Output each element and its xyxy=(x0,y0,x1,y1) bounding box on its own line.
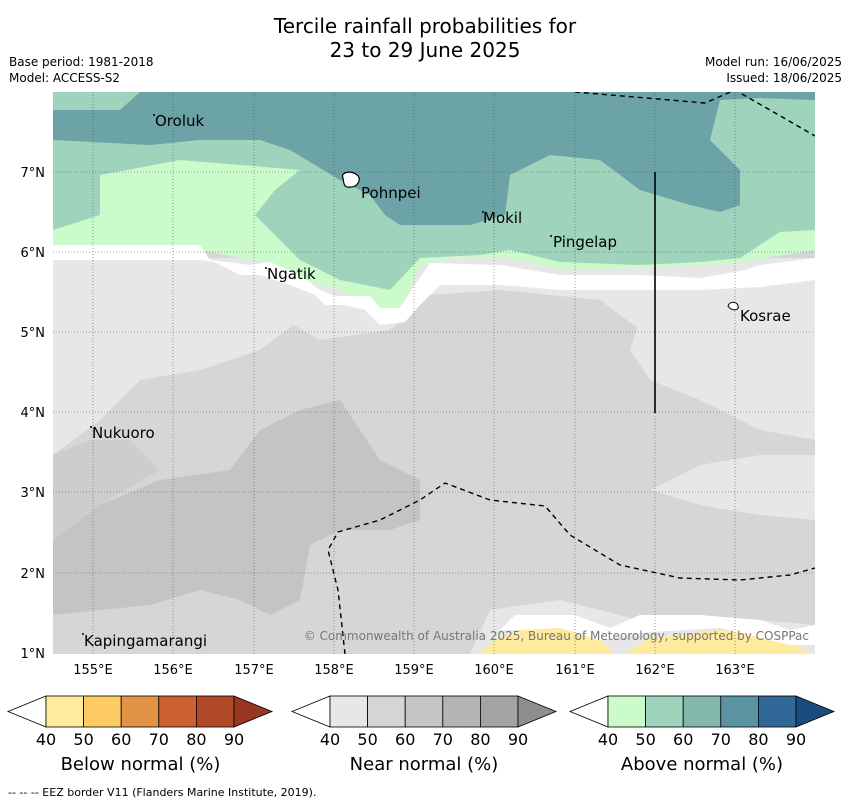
colorbar-below-tick: 70 xyxy=(149,730,169,749)
colorbar-below-segment xyxy=(120,695,160,728)
near-normal-40-west xyxy=(53,260,330,455)
chart-title-line1: Tercile rainfall probabilities for xyxy=(273,14,577,38)
lat-label-2n: 2°N xyxy=(21,567,46,582)
place-label-pingelap: Pingelap xyxy=(553,233,617,251)
mokil-marker xyxy=(482,211,484,213)
near-normal-40-patch xyxy=(650,455,815,520)
nukuoro-marker xyxy=(90,426,92,428)
colorbar-near-tick: 70 xyxy=(433,730,453,749)
no-dominant-tercile-band xyxy=(53,245,815,325)
colorbar-below-segment xyxy=(195,695,235,728)
kosrae-island xyxy=(727,301,739,311)
no-dominant-tercile-south xyxy=(500,615,815,645)
colorbar-title-above: Above normal (%) xyxy=(620,754,784,775)
colorbar-below-high-extend xyxy=(233,695,274,728)
colorbar-group: 40 50 60 70 80 90 40 50 60 70 80 90 40 50 60 70 80 90 xyxy=(6,695,836,749)
map-area xyxy=(53,92,815,654)
place-label-ngatik: Ngatik xyxy=(267,265,316,283)
colorbar-above-segment xyxy=(682,695,722,728)
colorbar-above-high-extend xyxy=(795,695,836,728)
place-label-mokil: Mokil xyxy=(483,209,522,227)
near-normal-40-east xyxy=(630,285,815,440)
colorbar-above-segment xyxy=(720,695,759,728)
colorbar-below-segment xyxy=(158,695,197,728)
colorbar-title-below: Below normal (%) xyxy=(60,754,221,775)
colorbar-near-segment xyxy=(367,695,406,728)
colorbar-near-tick: 60 xyxy=(395,730,415,749)
pingelap-marker xyxy=(550,235,552,237)
lon-label-162e: 162°E xyxy=(635,663,675,678)
lon-label-161e: 161°E xyxy=(555,663,595,678)
colorbar-near-high-extend xyxy=(517,695,558,728)
lon-label-156e: 156°E xyxy=(153,663,193,678)
colorbar-near-segment xyxy=(442,695,481,728)
below-normal-patch-1 xyxy=(480,628,615,654)
lon-label-158e: 158°E xyxy=(314,663,354,678)
lon-label-155e: 155°E xyxy=(73,663,113,678)
lon-label-160e: 160°E xyxy=(474,663,514,678)
near-normal-50-west xyxy=(53,440,160,540)
base-period: Base period: 1981-2018 xyxy=(9,55,154,69)
lat-label-6n: 6°N xyxy=(21,246,46,261)
colorbar-above-tick: 80 xyxy=(748,730,768,749)
colorbar-near-segment xyxy=(329,695,368,728)
place-label-pohnpei: Pohnpei xyxy=(361,184,421,202)
colorbar-near-low-extend xyxy=(290,695,331,728)
colorbar-above-tick: 50 xyxy=(635,730,655,749)
colorbar-above-segment xyxy=(758,695,797,728)
place-label-kapingamarangi: Kapingamarangi xyxy=(84,632,207,650)
colorbar-below-tick: 40 xyxy=(36,730,56,749)
colorbar-below-tick: 90 xyxy=(224,730,244,749)
kapingamarangi-marker xyxy=(82,633,84,635)
colorbar-near-tick: 40 xyxy=(320,730,340,749)
lat-label-1n: 1°N xyxy=(21,647,46,662)
eez-border xyxy=(327,92,815,654)
lon-label-157e: 157°E xyxy=(234,663,274,678)
lat-label-4n: 4°N xyxy=(21,406,46,421)
colorbar-below-segment xyxy=(83,695,122,728)
colorbar-above-tick: 70 xyxy=(711,730,731,749)
colorbar-below-tick: 60 xyxy=(111,730,131,749)
colorbar-near-tick: 80 xyxy=(470,730,490,749)
lon-label-163e: 163°E xyxy=(715,663,755,678)
pohnpei-island xyxy=(341,171,360,188)
colorbar-above-low-extend xyxy=(568,695,609,728)
colorbar-near-tick: 90 xyxy=(508,730,528,749)
graticule xyxy=(53,92,815,654)
oroluk-marker xyxy=(153,114,155,116)
near-normal-50-area xyxy=(53,400,420,615)
place-label-nukuoro: Nukuoro xyxy=(92,424,155,442)
lon-label-159e: 159°E xyxy=(394,663,434,678)
colorbar-below-low-extend xyxy=(6,695,47,728)
lat-label-5n: 5°N xyxy=(21,326,46,341)
colorbar-near-tick: 50 xyxy=(357,730,377,749)
copyright-notice: © Commonwealth of Australia 2025, Bureau… xyxy=(304,629,809,643)
footer-note: -- -- -- EEZ border V11 (Flanders Marine… xyxy=(8,786,317,799)
lat-label-7n: 7°N xyxy=(21,166,46,181)
colorbar-title-near: Near normal (%) xyxy=(349,754,499,775)
colorbar-above-segment xyxy=(645,695,684,728)
colorbar-above-tick: 90 xyxy=(786,730,806,749)
model-run: Model run: 16/06/2025 xyxy=(704,55,842,69)
model-name: Model: ACCESS-S2 xyxy=(9,71,121,85)
place-label-oroluk: Oroluk xyxy=(155,112,204,130)
above-normal-50-corner xyxy=(53,92,140,110)
place-label-kosrae: Kosrae xyxy=(740,307,791,325)
colorbar-above-tick: 40 xyxy=(598,730,618,749)
above-normal-60-region xyxy=(53,92,815,225)
issue-date: Issued: 18/06/2025 xyxy=(726,71,842,85)
colorbar-near-segment xyxy=(404,695,444,728)
ngatik-marker xyxy=(265,267,267,269)
colorbar-above-segment xyxy=(607,695,646,728)
colorbar-above-tick: 60 xyxy=(673,730,693,749)
colorbar-below-segment xyxy=(45,695,84,728)
colorbar-below-tick: 50 xyxy=(73,730,93,749)
chart-title-line2: 23 to 29 June 2025 xyxy=(329,38,521,62)
lat-label-3n: 3°N xyxy=(21,486,46,501)
colorbar-below-tick: 80 xyxy=(186,730,206,749)
colorbar-near-segment xyxy=(479,695,519,728)
